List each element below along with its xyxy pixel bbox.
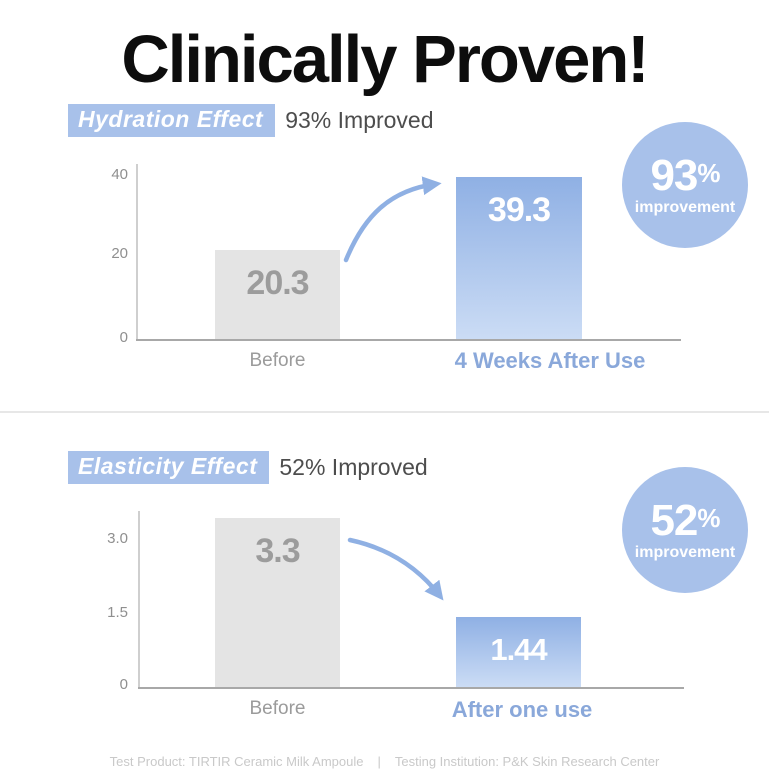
elasticity-bar-after-value: 1.44 bbox=[490, 632, 547, 667]
hydration-ytick-0: 0 bbox=[119, 329, 128, 346]
hydration-bar-before: 20.3 bbox=[215, 250, 340, 339]
elasticity-ytick-30: 3.0 bbox=[107, 530, 128, 547]
elasticity-improvement-percent: 52% bbox=[650, 495, 720, 545]
footnote-separator: | bbox=[377, 754, 381, 769]
hydration-category-after: 4 Weeks After Use bbox=[454, 348, 646, 373]
elasticity-improvement-label: improvement bbox=[634, 543, 736, 561]
elasticity-bar-before-value: 3.3 bbox=[255, 532, 300, 570]
hydration-category-before: Before bbox=[249, 350, 306, 371]
hydration-improvement-badge: 93% improvement bbox=[622, 122, 748, 248]
section-divider bbox=[0, 411, 769, 413]
trend-arrow-down-icon bbox=[347, 537, 444, 601]
elasticity-y-axis bbox=[138, 511, 140, 688]
elasticity-bar-before: 3.3 bbox=[215, 518, 340, 687]
elasticity-category-after: After one use bbox=[451, 697, 593, 722]
footnote-testing-institution: Testing Institution: P&K Skin Research C… bbox=[394, 754, 660, 769]
elasticity-ytick-15: 1.5 bbox=[107, 604, 128, 621]
percent-sign: % bbox=[697, 157, 720, 188]
elasticity-chart-header: Elasticity Effect 52% Improved bbox=[68, 451, 428, 484]
elasticity-effect-badge: Elasticity Effect bbox=[68, 451, 270, 484]
hydration-ytick-40: 40 bbox=[111, 166, 128, 183]
hydration-bar-before-value: 20.3 bbox=[246, 264, 309, 302]
hydration-improvement-label: improvement bbox=[634, 198, 736, 216]
elasticity-improved-text: 52% Improved bbox=[279, 454, 428, 480]
hydration-chart-header: Hydration Effect 93% Improved bbox=[68, 104, 434, 137]
hydration-improvement-percent: 93% bbox=[650, 150, 720, 200]
hydration-bar-after-value: 39.3 bbox=[487, 191, 551, 229]
elasticity-x-axis bbox=[138, 687, 684, 689]
percent-sign: % bbox=[697, 502, 720, 533]
hydration-x-axis bbox=[136, 339, 681, 341]
hydration-ytick-20: 20 bbox=[111, 245, 128, 262]
elasticity-bar-after: 1.44 bbox=[456, 617, 581, 687]
page-title: Clinically Proven! bbox=[121, 21, 649, 97]
hydration-y-axis bbox=[136, 164, 138, 340]
elasticity-improvement-badge: 52% improvement bbox=[622, 467, 748, 593]
footnote-test-product: Test Product: TIRTIR Ceramic Milk Ampoul… bbox=[109, 754, 364, 769]
elasticity-category-before: Before bbox=[249, 698, 306, 719]
hydration-bar-after: 39.3 bbox=[456, 177, 582, 339]
trend-arrow-up-icon bbox=[343, 176, 442, 263]
hydration-improved-text: 93% Improved bbox=[285, 107, 434, 133]
hydration-effect-badge: Hydration Effect bbox=[68, 104, 276, 137]
footnote: Test Product: TIRTIR Ceramic Milk Ampoul… bbox=[0, 754, 769, 769]
elasticity-ytick-0: 0 bbox=[119, 676, 128, 693]
